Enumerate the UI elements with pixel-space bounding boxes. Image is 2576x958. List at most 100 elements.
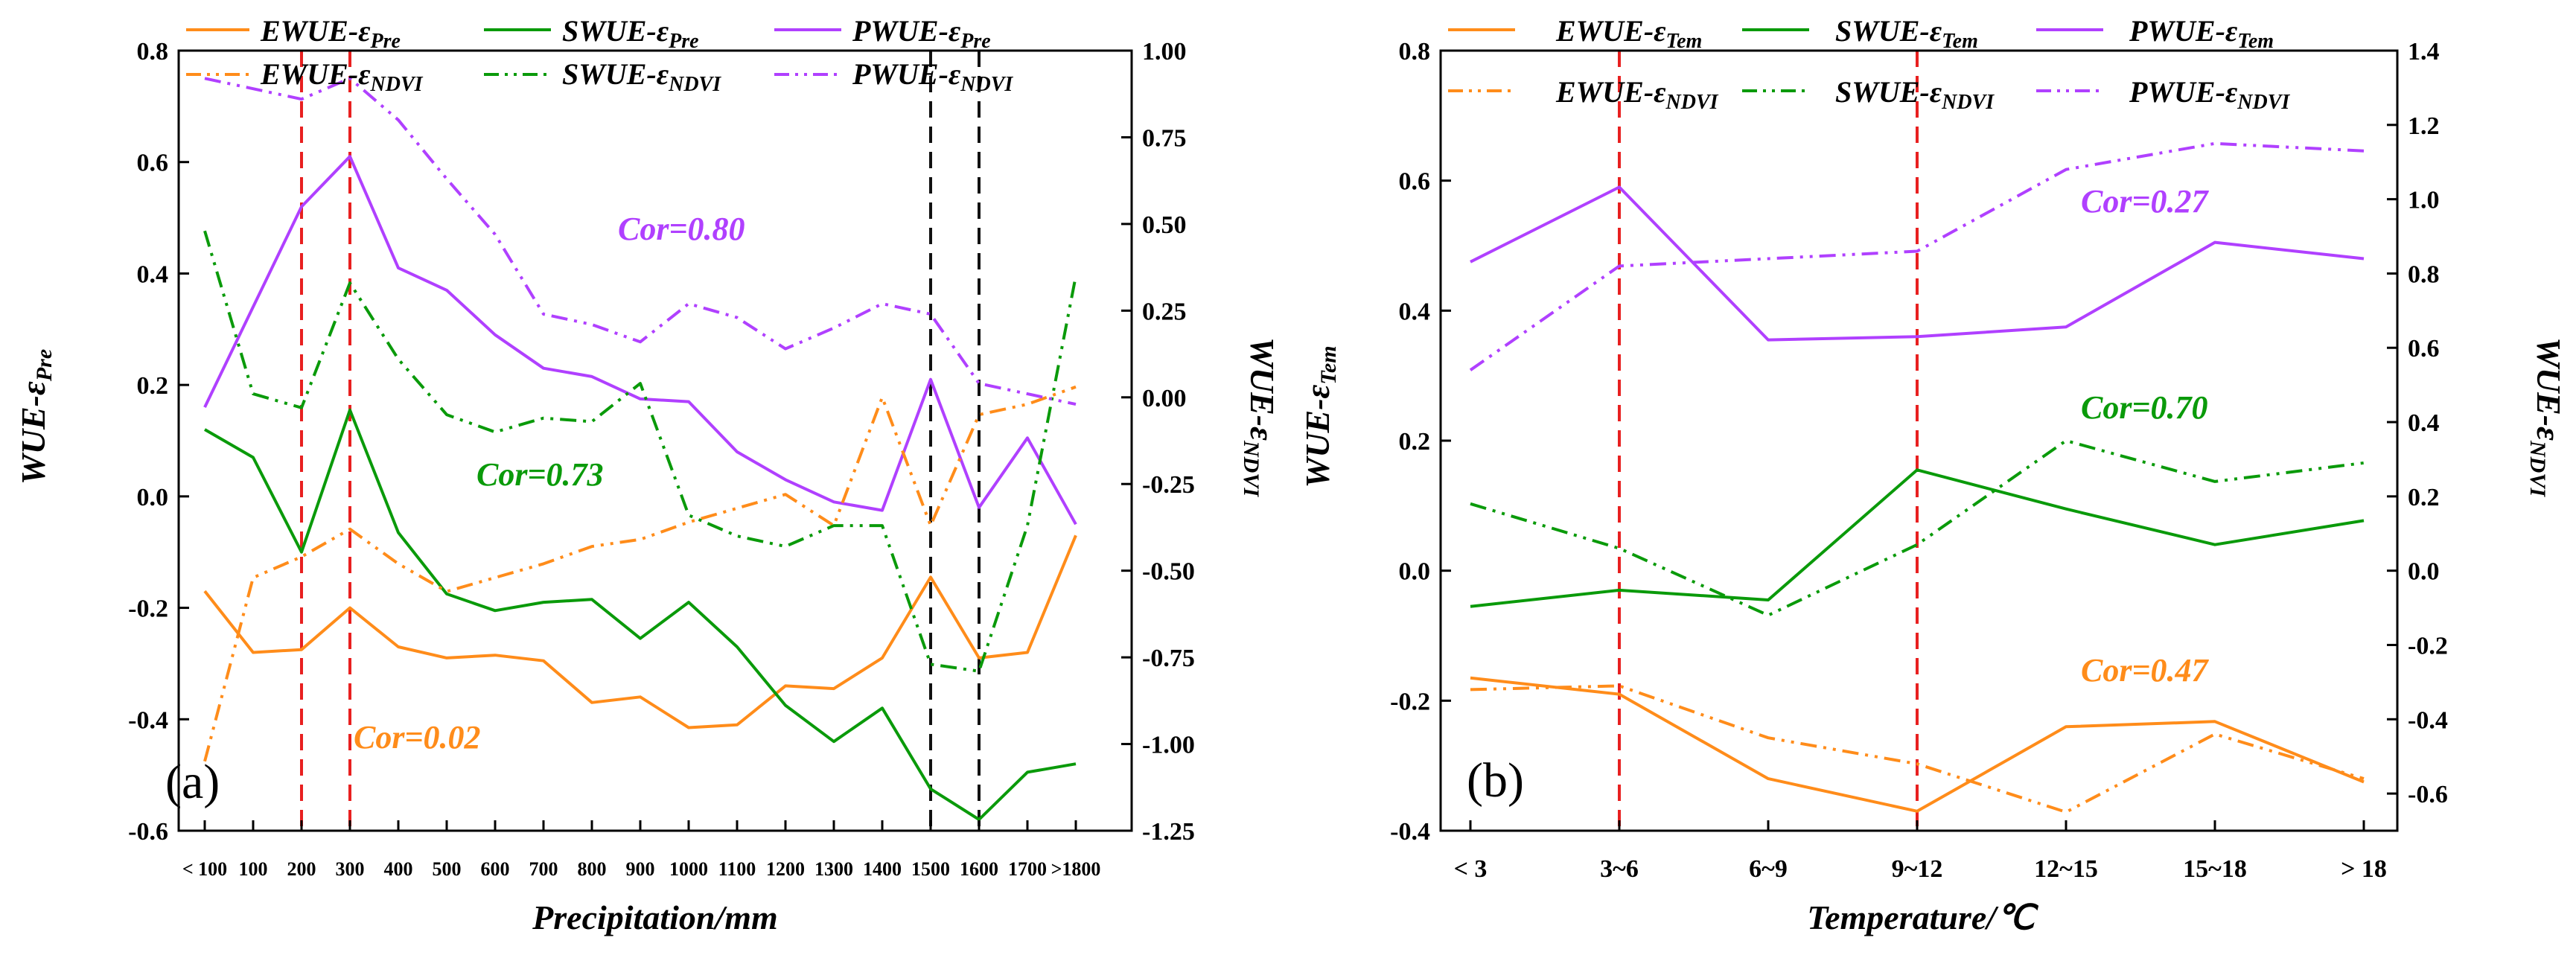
legend-label: SWUE-εPre — [562, 14, 699, 53]
x-tick-label: 15~18 — [2183, 855, 2247, 883]
y-tick-label-right: -0.6 — [2408, 781, 2448, 808]
panel-a-reference-lines — [300, 51, 981, 831]
panel-a-label: (a) — [165, 755, 220, 809]
y-tick-label-right: -1.25 — [1142, 818, 1195, 846]
x-tick-label: 9~12 — [1892, 855, 1943, 883]
y-tick-label-right: -0.25 — [1142, 471, 1195, 499]
x-tick-label: 200 — [287, 858, 316, 880]
x-tick-label: 12~15 — [2034, 855, 2098, 883]
x-tick-label: 100 — [239, 858, 268, 880]
x-tick-label: 600 — [481, 858, 510, 880]
x-tick-label: > 18 — [2341, 855, 2387, 883]
legend-label: EWUE-εNDVI — [260, 57, 424, 96]
y-tick-label-left: 0.2 — [137, 372, 169, 400]
y-tick-label-right: 1.00 — [1142, 38, 1187, 66]
panel-b-reference-lines — [1618, 51, 1919, 831]
panel-a-left-ticks: -0.6 -0.4 -0.2 0.0 0.2 0.4 0.6 0.8 — [128, 38, 189, 846]
panel-a-series — [203, 77, 1077, 821]
y-tick-label-left: -0.6 — [128, 818, 168, 846]
panel-b-right-ticks: -0.6 -0.4 -0.2 0.0 0.2 0.4 0.6 0.8 1.0 1.2 1.4 — [2387, 38, 2448, 808]
series-line-1 — [1470, 468, 2365, 608]
panel-a-right-ticks: -1.25 -1.00 -0.75 -0.50 -0.25 0.00 0.25 0.50 0.7… — [1121, 38, 1195, 846]
y-tick-label-right: 0.50 — [1142, 211, 1187, 239]
y-tick-label-right: 0.00 — [1142, 385, 1187, 412]
y-tick-label-left: 0.6 — [1399, 168, 1431, 196]
x-tick-label: 1300 — [814, 858, 853, 880]
x-tick-label: 900 — [626, 858, 655, 880]
y-tick-label-left: 0.6 — [137, 150, 169, 177]
panel-b-x-ticks: < 3 3~6 6~9 9~12 12~15 15~18 > 18 — [1454, 820, 2387, 883]
x-tick-label: 1100 — [718, 858, 756, 880]
panel-a-cor-green: Cor=0.73 — [476, 456, 604, 493]
x-tick-label: 1200 — [766, 858, 805, 880]
x-tick-label: 1600 — [960, 858, 998, 880]
panel-a-x-ticks: < 100 100 200 300 400 500 600 700 800 900 1000 1100… — [182, 820, 1101, 880]
panel-b: -0.4 -0.2 0.0 0.2 0.4 0.6 0.8 -0.6 -0.4 -0.2 0.0 0… — [1298, 14, 2568, 936]
legend-label: EWUE-εNDVI — [1555, 75, 1719, 114]
panel-b-left-ticks: -0.4 -0.2 0.0 0.2 0.4 0.6 0.8 — [1390, 38, 1451, 846]
y-tick-label-right: 0.2 — [2408, 484, 2440, 511]
panel-b-frame — [1439, 49, 2399, 832]
legend-label: EWUE-εTem — [1555, 14, 1702, 53]
panel-b-label: (b) — [1467, 753, 1524, 808]
y-tick-label-right: 0.0 — [2408, 558, 2440, 586]
y-tick-label-right: -1.00 — [1142, 732, 1195, 759]
x-tick-label: < 100 — [182, 858, 227, 880]
y-tick-label-left: -0.2 — [1390, 688, 1430, 715]
series-line-0 — [203, 534, 1077, 729]
y-tick-label-left: 0.0 — [1399, 558, 1431, 586]
x-tick-label: < 3 — [1454, 855, 1488, 883]
panel-a-cor-purple: Cor=0.80 — [618, 211, 745, 247]
legend-label: PWUE-εNDVI — [852, 57, 1013, 96]
y-tick-label-right: -0.50 — [1142, 558, 1195, 586]
x-tick-label: 700 — [529, 858, 558, 880]
panel-b-right-axis-label: WUE-εNDVI — [2525, 337, 2568, 497]
y-tick-label-right: 0.4 — [2408, 409, 2440, 437]
y-tick-label-right: 0.8 — [2408, 261, 2440, 288]
series-line-2 — [1470, 185, 2365, 342]
series-line-3 — [203, 385, 1077, 762]
x-tick-label: >1800 — [1051, 858, 1101, 880]
y-tick-label-left: 0.4 — [1399, 298, 1431, 325]
y-tick-label-right: 1.4 — [2408, 38, 2440, 66]
series-line-5 — [1469, 141, 2365, 371]
y-tick-label-right: -0.4 — [2408, 706, 2448, 734]
panel-a-frame — [177, 49, 1133, 832]
x-tick-label: 300 — [336, 858, 365, 880]
panel-a-x-axis-label: Precipitation/mm — [532, 898, 778, 936]
y-tick-label-left: -0.2 — [128, 595, 168, 623]
y-tick-label-right: -0.2 — [2408, 632, 2448, 660]
panel-a-legend: EWUE-εPre SWUE-εPre PWUE-εPre EWUE-εNDVI… — [186, 14, 1013, 96]
y-tick-label-right: 0.75 — [1142, 124, 1187, 152]
y-tick-label-left: 0.4 — [137, 261, 169, 288]
panel-b-x-axis-label: Temperature/℃ — [1807, 898, 2038, 936]
x-tick-label: 500 — [433, 858, 462, 880]
legend-label: SWUE-εNDVI — [562, 57, 721, 96]
y-tick-label-right: 0.6 — [2408, 335, 2440, 363]
panel-b-cor-orange: Cor=0.47 — [2081, 652, 2210, 689]
y-tick-label-right: 1.0 — [2408, 187, 2440, 214]
x-tick-label: 3~6 — [1600, 855, 1639, 883]
y-tick-label-left: 0.8 — [137, 38, 169, 66]
panel-b-cor-green: Cor=0.70 — [2081, 389, 2208, 426]
y-tick-label-left: -0.4 — [128, 706, 168, 734]
panel-b-series — [1469, 141, 2365, 814]
x-tick-label: 800 — [578, 858, 607, 880]
y-tick-label-right: 0.25 — [1142, 298, 1187, 325]
y-tick-label-left: 0.0 — [137, 484, 169, 511]
panel-b-cor-purple: Cor=0.27 — [2081, 183, 2210, 220]
x-tick-label: 400 — [384, 858, 413, 880]
panel-b-legend: EWUE-εTem SWUE-εTem PWUE-εTem EWUE-εNDVI… — [1448, 14, 2290, 114]
panel-a: -0.6 -0.4 -0.2 0.0 0.2 0.4 0.6 0.8 -1.25 -1.00 -0… — [14, 14, 1281, 936]
panel-a-right-axis-label: WUE-εNDVI — [1239, 337, 1281, 497]
legend-label: PWUE-εPre — [852, 14, 991, 53]
y-tick-label-right: -0.75 — [1142, 645, 1195, 672]
legend-label: SWUE-εTem — [1835, 14, 1978, 53]
y-tick-label-left: 0.2 — [1399, 428, 1431, 456]
series-line-0 — [1470, 676, 2365, 813]
panel-a-cor-orange: Cor=0.02 — [354, 719, 481, 756]
series-line-4 — [203, 230, 1077, 673]
series-line-4 — [1470, 439, 2365, 617]
x-tick-label: 1700 — [1008, 858, 1047, 880]
legend-label: EWUE-εPre — [260, 14, 401, 53]
